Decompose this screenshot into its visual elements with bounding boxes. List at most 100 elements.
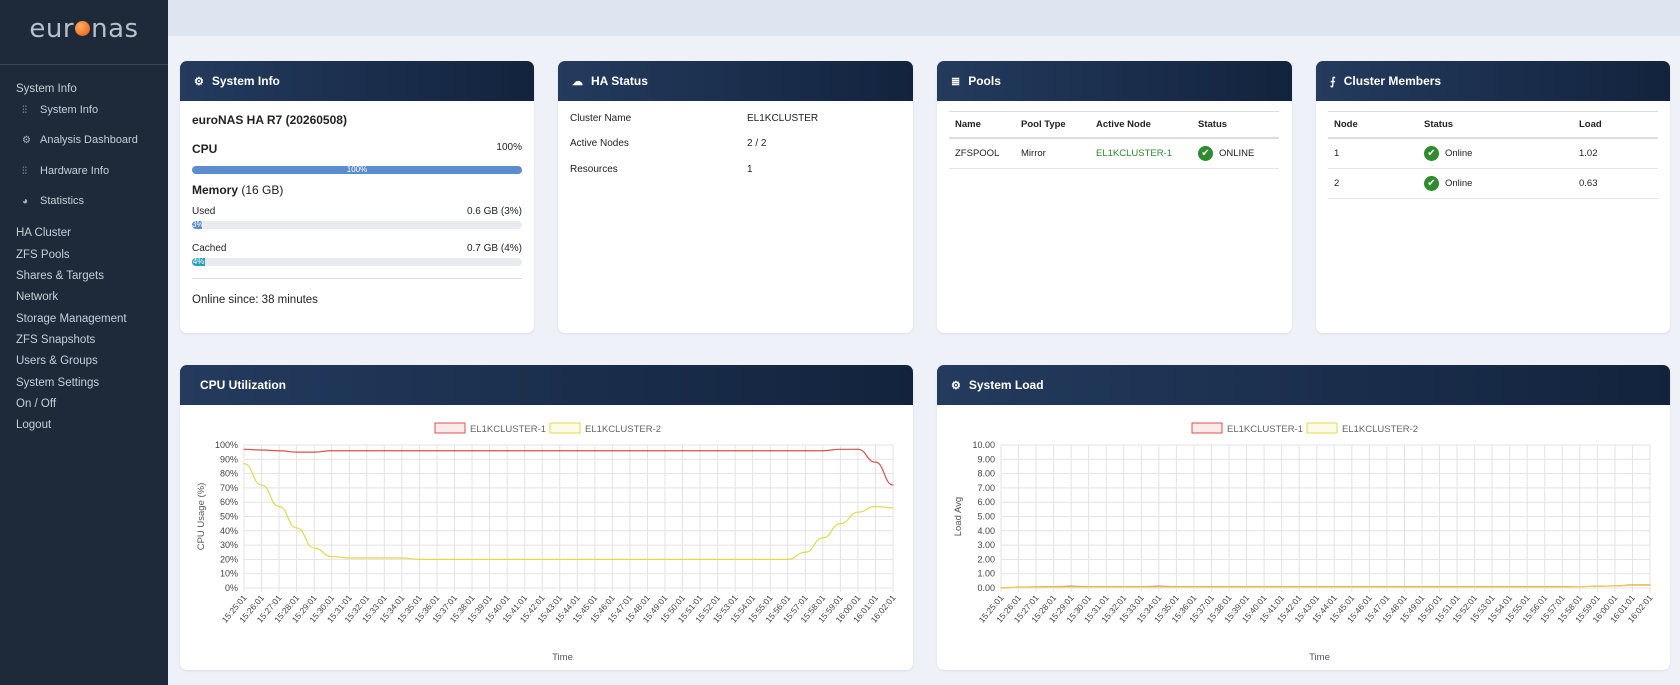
ha-row-label: Cluster Name bbox=[570, 113, 632, 124]
data-point bbox=[1281, 586, 1283, 588]
data-point bbox=[752, 450, 754, 452]
subnav-system-info[interactable]: ⫶⫶ System Info bbox=[22, 104, 98, 116]
y-axis-label: CPU Usage (%) bbox=[196, 483, 207, 551]
table-row[interactable]: 2 ✔ Online 0.63 bbox=[1328, 168, 1658, 199]
nav-zfs-snapshots[interactable]: ZFS Snapshots bbox=[16, 334, 96, 346]
product-version: euroNAS HA R7 (20260508) bbox=[192, 113, 347, 127]
table-row[interactable]: ZFSPOOL Mirror EL1KCLUSTER-1 ✔ ONLINE bbox=[949, 138, 1279, 169]
legend-label[interactable]: EL1KCLUSTER-1 bbox=[1227, 424, 1303, 435]
pool-active-node[interactable]: EL1KCLUSTER-1 bbox=[1090, 138, 1192, 169]
card-title: Cluster Members bbox=[1343, 74, 1442, 88]
data-point bbox=[646, 558, 649, 560]
subnav-statistics[interactable]: ◕ Statistics bbox=[22, 195, 84, 207]
logo-text-left: eur bbox=[29, 14, 75, 44]
data-point bbox=[1368, 586, 1370, 588]
y-tick-label: 0% bbox=[225, 583, 238, 593]
data-point bbox=[1596, 585, 1598, 587]
nav-network[interactable]: Network bbox=[16, 291, 59, 303]
legend-swatch[interactable] bbox=[434, 422, 466, 434]
data-point bbox=[418, 450, 421, 452]
nav-users-groups[interactable]: Users & Groups bbox=[16, 355, 98, 367]
table-row[interactable]: 1 ✔ Online 1.02 bbox=[1328, 138, 1658, 169]
data-point bbox=[524, 450, 526, 452]
legend-label[interactable]: EL1KCLUSTER-1 bbox=[470, 424, 546, 435]
nav-storage-management[interactable]: Storage Management bbox=[16, 313, 127, 325]
data-point bbox=[857, 511, 859, 513]
nav-system-settings[interactable]: System Settings bbox=[16, 377, 100, 389]
data-point bbox=[822, 450, 824, 452]
data-point bbox=[541, 558, 543, 560]
data-point bbox=[471, 558, 473, 560]
data-point bbox=[752, 558, 754, 560]
data-point bbox=[1491, 586, 1493, 588]
memory-heading: Memory (16 GB) bbox=[192, 183, 283, 197]
pool-status: ✔ ONLINE bbox=[1192, 138, 1279, 169]
y-tick-label: 3.00 bbox=[977, 540, 995, 550]
ha-row-value: 2 / 2 bbox=[747, 138, 767, 149]
subnav-label: Statistics bbox=[40, 195, 85, 207]
sidebar: eur nas System Info ⫶⫶ System Info ⚙ Analys… bbox=[0, 0, 168, 685]
y-tick-label: 4.00 bbox=[977, 526, 995, 536]
y-tick-label: 6.00 bbox=[977, 497, 995, 507]
legend-swatch[interactable] bbox=[549, 422, 581, 434]
data-point bbox=[1351, 586, 1353, 588]
data-point bbox=[296, 451, 298, 453]
layers-icon: ≣ bbox=[951, 75, 961, 88]
data-point bbox=[646, 450, 649, 452]
card-header: ⨍ Cluster Members bbox=[1316, 61, 1670, 101]
subnav-hardware-info[interactable]: ⫶⫶ Hardware Info bbox=[22, 165, 109, 177]
data-point bbox=[576, 450, 578, 452]
nav-logout[interactable]: Logout bbox=[16, 419, 52, 431]
legend-swatch[interactable] bbox=[1306, 422, 1338, 434]
nav-on-off[interactable]: On / Off bbox=[16, 398, 57, 410]
cluster-members-card: ⨍ Cluster Members Node Status Load 1 ✔ Onl… bbox=[1316, 61, 1670, 333]
data-point bbox=[348, 557, 350, 559]
used-progress-bar: 3% bbox=[192, 221, 522, 229]
y-tick-label: 0.00 bbox=[977, 583, 995, 593]
pool-type: Mirror bbox=[1015, 138, 1090, 169]
series-line-1 bbox=[243, 448, 894, 486]
legend-label[interactable]: EL1KCLUSTER-2 bbox=[585, 424, 661, 435]
euronas-logo[interactable]: eur nas bbox=[0, 14, 168, 44]
sliders-icon: ⫶⫶ bbox=[22, 166, 27, 177]
nav-zfs-pools[interactable]: ZFS Pools bbox=[16, 249, 70, 261]
nav-ha-cluster[interactable]: HA Cluster bbox=[16, 227, 71, 239]
nav-shares-targets[interactable]: Shares & Targets bbox=[16, 270, 105, 282]
cached-value: 0.7 GB (4%) bbox=[466, 243, 522, 254]
cpu-utilization-card: CPU Utilization EL1KCLUSTER-1 EL1KCLUSTER… bbox=[180, 365, 913, 670]
system-info-card: ⚙ System Info euroNAS HA R7 (20260508) CP… bbox=[180, 61, 534, 333]
ha-row-label: Active Nodes bbox=[570, 138, 629, 149]
data-point bbox=[1035, 586, 1037, 588]
gear-icon: ⚙ bbox=[951, 379, 961, 392]
data-point bbox=[1456, 586, 1458, 588]
used-label: Used bbox=[192, 206, 216, 217]
check-circle-icon: ✔ bbox=[1424, 176, 1439, 191]
data-point bbox=[366, 450, 368, 452]
cpu-progress-bar: 100% bbox=[192, 166, 522, 174]
subnav-analysis-dashboard[interactable]: ⚙ Analysis Dashboard bbox=[22, 134, 138, 146]
legend-label[interactable]: EL1KCLUSTER-2 bbox=[1342, 424, 1418, 435]
cpu-label: CPU bbox=[192, 142, 218, 156]
y-tick-label: 30% bbox=[220, 540, 238, 550]
y-tick-label: 20% bbox=[220, 554, 238, 564]
data-point bbox=[559, 558, 561, 560]
status-text: ONLINE bbox=[1219, 148, 1255, 160]
data-point bbox=[1105, 586, 1107, 588]
data-point bbox=[1473, 586, 1476, 588]
data-point bbox=[892, 484, 894, 486]
data-point bbox=[1210, 586, 1213, 588]
col-header: Status bbox=[1192, 111, 1279, 139]
data-point bbox=[559, 450, 561, 452]
data-point bbox=[1403, 586, 1406, 588]
cached-label: Cached bbox=[192, 243, 227, 254]
ha-row-value: EL1KCLUSTER bbox=[747, 113, 819, 124]
data-point bbox=[629, 558, 631, 560]
member-node: 1 bbox=[1328, 138, 1418, 169]
data-point bbox=[1316, 586, 1318, 588]
nav-system-info[interactable]: System Info bbox=[16, 83, 77, 95]
legend-swatch[interactable] bbox=[1191, 422, 1223, 434]
data-point bbox=[401, 450, 403, 452]
y-tick-label: 5.00 bbox=[977, 512, 995, 522]
ha-row-label: Resources bbox=[570, 164, 618, 175]
data-point bbox=[787, 450, 789, 452]
